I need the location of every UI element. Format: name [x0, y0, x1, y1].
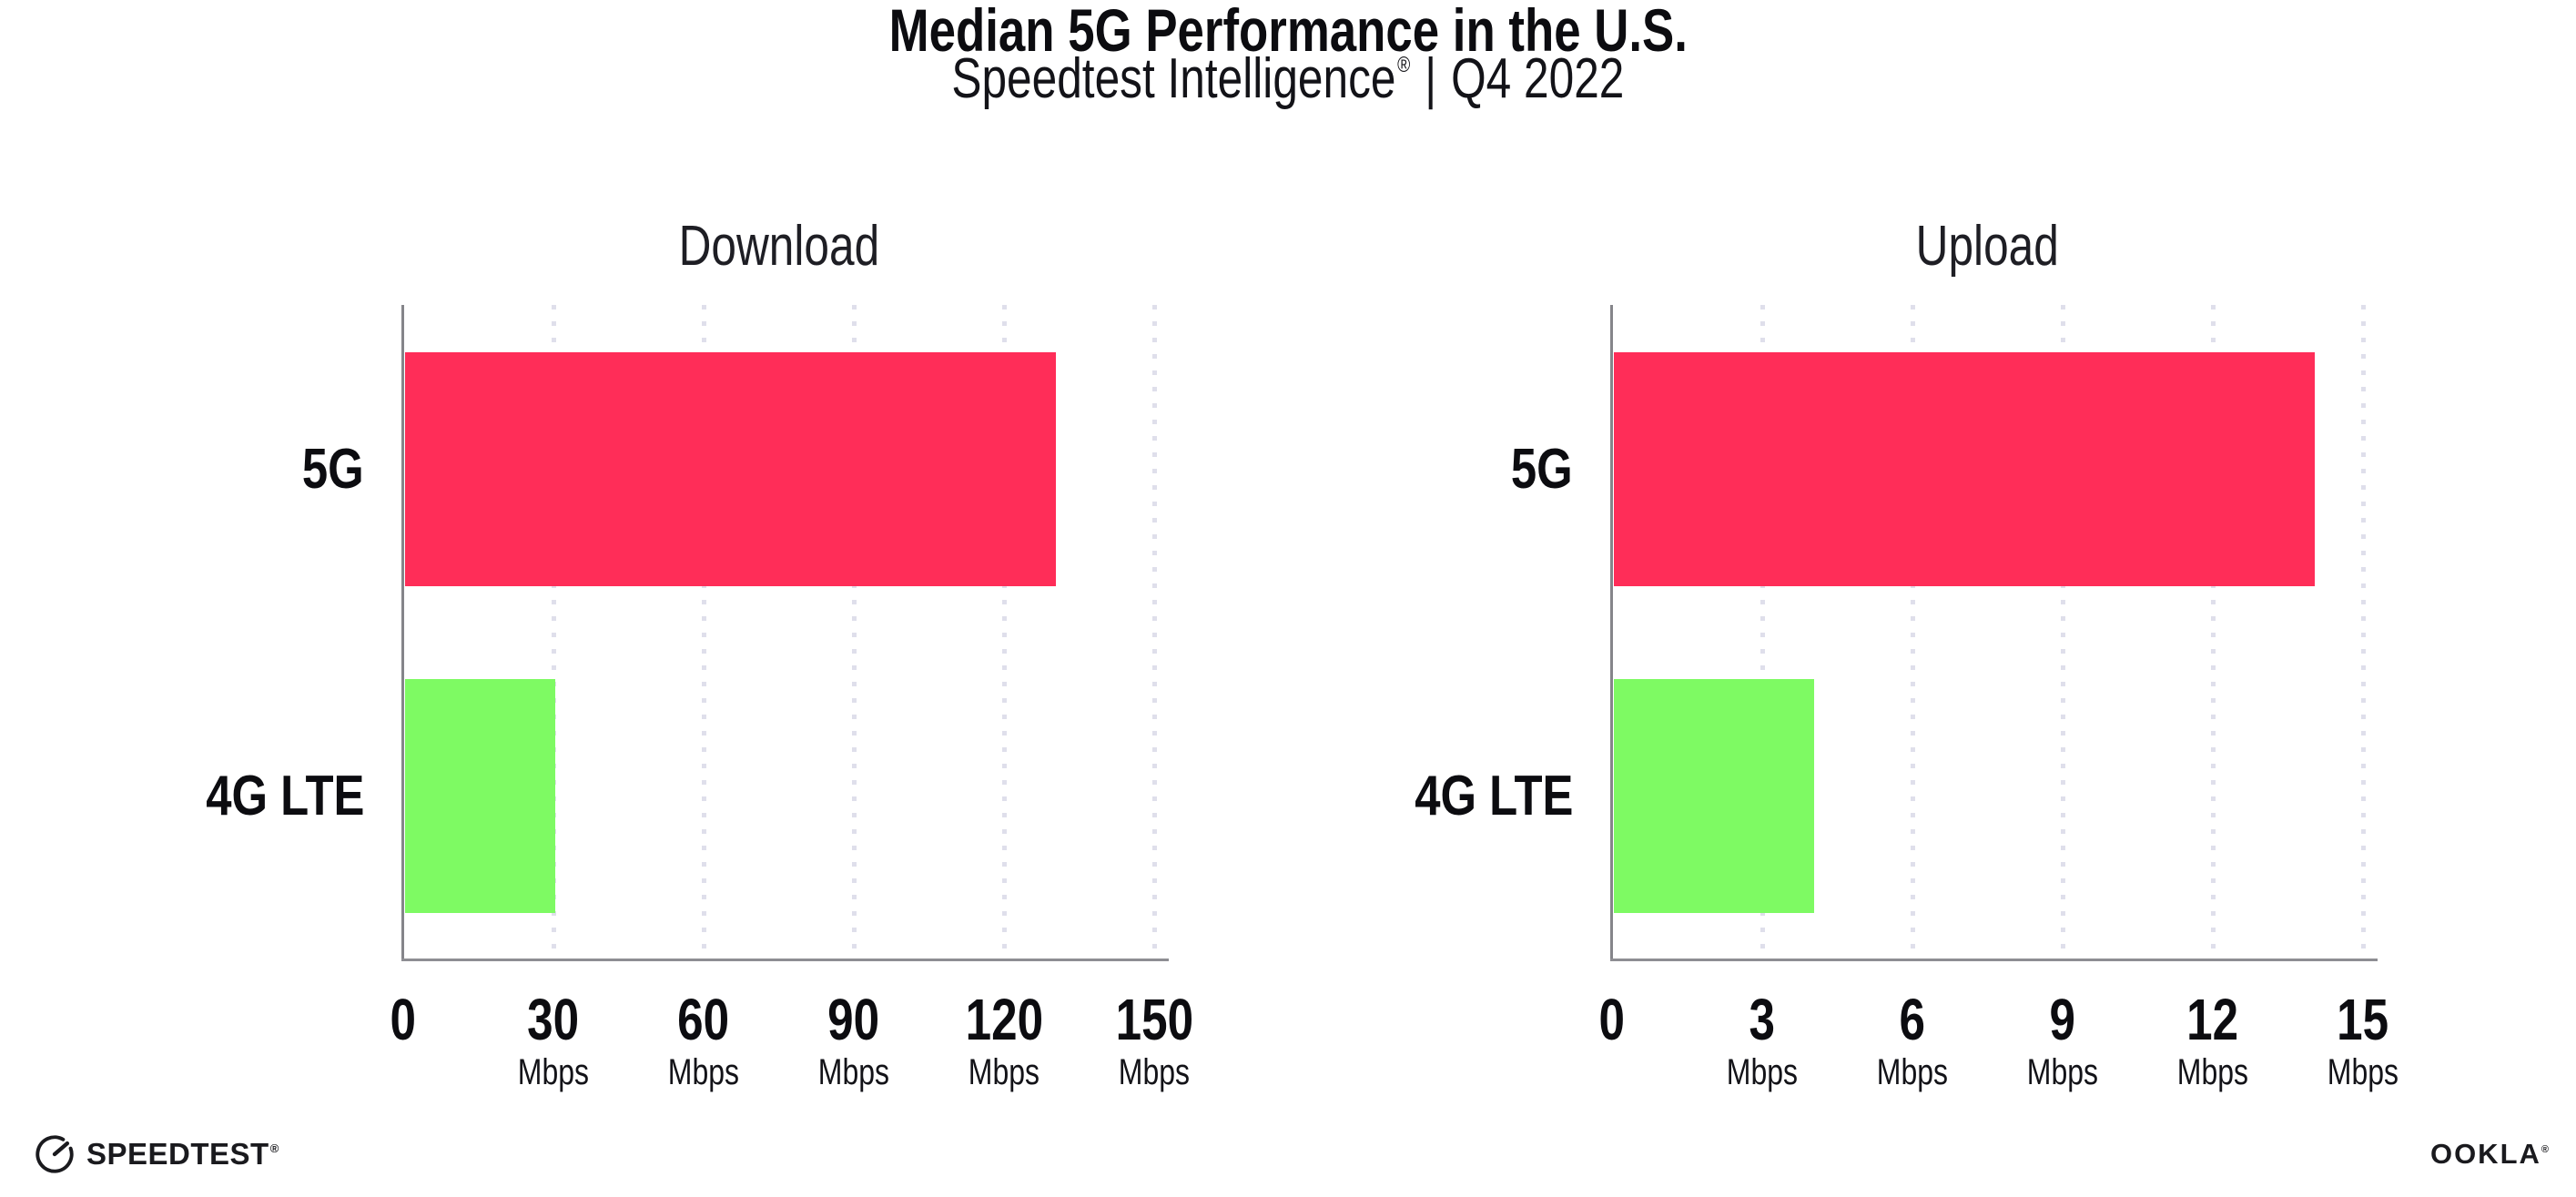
x-tick-value: 15 [2337, 987, 2389, 1052]
gridline-60-mbps [702, 305, 706, 959]
download-plot-area [401, 305, 1169, 961]
upload-chart-title: Upload [1612, 218, 2363, 275]
bar-4g-lte [405, 679, 555, 913]
x-tick-unit: Mbps [667, 1052, 740, 1092]
page-title-text: Median 5G Performance in the U.S. [888, 0, 1688, 64]
speedtest-gauge-icon [35, 1134, 75, 1174]
category-label-4g-lte: 4G LTE [0, 764, 364, 829]
x-tick-6: 6 Mbps [1776, 990, 2049, 1092]
x-tick-unit: Mbps [2176, 1052, 2249, 1092]
page-title: Median 5G Performance in the U.S. [0, 0, 2576, 60]
x-tick-value: 9 [2049, 987, 2076, 1052]
bar-4g-lte [1614, 679, 1814, 913]
x-tick-unit: Mbps [2026, 1052, 2099, 1092]
gridline-30-mbps [552, 305, 556, 959]
x-tick-150: 150 Mbps [1018, 990, 1291, 1092]
x-tick-90: 90 Mbps [717, 990, 990, 1092]
x-tick-unit: Mbps [517, 1052, 590, 1092]
download-chart-title: Download [403, 218, 1154, 275]
x-tick-value: 6 [1899, 987, 1926, 1052]
gridline-12-mbps [2211, 305, 2216, 959]
subtitle-product: Speedtest Intelligence [951, 47, 1396, 110]
y-axis-line [401, 305, 404, 961]
gridline-15-mbps [2361, 305, 2366, 959]
x-tick-value: 30 [527, 987, 580, 1052]
upload-chart-title-text: Upload [1915, 215, 2060, 278]
x-tick-unit: Mbps [817, 1052, 890, 1092]
category-label-5g: 5G [1175, 437, 1573, 502]
x-axis-line [1610, 959, 2378, 961]
x-tick-value: 150 [1115, 987, 1193, 1052]
x-tick-value: 0 [1598, 987, 1626, 1052]
x-tick-value: 120 [965, 987, 1043, 1052]
x-tick-unit: Mbps [2327, 1052, 2399, 1092]
x-tick-30: 30 Mbps [417, 990, 690, 1092]
x-tick-9: 9 Mbps [1926, 990, 2199, 1092]
upload-plot-area [1610, 305, 2378, 961]
category-label-text: 4G LTE [1414, 764, 1573, 827]
x-tick-12: 12 Mbps [2076, 990, 2349, 1092]
x-tick-unit: Mbps [1876, 1052, 1949, 1092]
x-axis-line [401, 959, 1169, 961]
x-tick-120: 120 Mbps [867, 990, 1141, 1092]
category-label-4g-lte: 4G LTE [1175, 764, 1573, 829]
registered-trademark-symbol: ® [1397, 53, 1411, 77]
category-label-5g: 5G [0, 437, 364, 502]
x-tick-unit: Mbps [1726, 1052, 1799, 1092]
gridline-6-mbps [1911, 305, 1915, 959]
x-tick-0: 0 [1476, 990, 1749, 1049]
x-tick-value: 60 [677, 987, 730, 1052]
category-label-text: 5G [1511, 437, 1573, 501]
gridline-9-mbps [2061, 305, 2065, 959]
x-tick-value: 12 [2186, 987, 2239, 1052]
category-label-text: 5G [302, 437, 364, 501]
ookla-trademark-symbol: ® [2541, 1144, 2549, 1155]
page-subtitle-text: Speedtest Intelligence® | Q4 2022 [951, 51, 1624, 119]
x-tick-value: 3 [1749, 987, 1776, 1052]
subtitle-period: Q4 2022 [1451, 47, 1625, 110]
gridline-150-mbps [1152, 305, 1157, 959]
x-tick-unit: Mbps [968, 1052, 1040, 1092]
subtitle-separator: | [1425, 47, 1437, 110]
bar-5g [405, 352, 1056, 586]
ookla-wordmark-text: OOKLA [2429, 1138, 2541, 1170]
x-tick-15: 15 Mbps [2226, 990, 2500, 1092]
speedtest-wordmark: SPEEDTEST® [86, 1137, 279, 1172]
download-chart-title-text: Download [678, 215, 879, 278]
x-tick-value: 0 [390, 987, 417, 1052]
gridline-120-mbps [1002, 305, 1007, 959]
x-tick-3: 3 Mbps [1626, 990, 1899, 1092]
gridline-90-mbps [852, 305, 857, 959]
ookla-logo: OOKLA® [2430, 1138, 2549, 1171]
gridline-3-mbps [1760, 305, 1765, 959]
speedtest-trademark-symbol: ® [269, 1141, 279, 1155]
speedtest-logo: SPEEDTEST® [35, 1134, 279, 1174]
page-subtitle: Speedtest Intelligence® | Q4 2022 [0, 51, 2576, 119]
bar-5g [1614, 352, 2315, 586]
x-tick-0: 0 [267, 990, 540, 1049]
x-tick-unit: Mbps [1118, 1052, 1191, 1092]
category-label-text: 4G LTE [205, 764, 364, 827]
y-axis-line [1610, 305, 1613, 961]
speedtest-wordmark-text: SPEEDTEST [86, 1137, 269, 1171]
x-tick-60: 60 Mbps [567, 990, 840, 1092]
x-tick-value: 90 [827, 987, 880, 1052]
